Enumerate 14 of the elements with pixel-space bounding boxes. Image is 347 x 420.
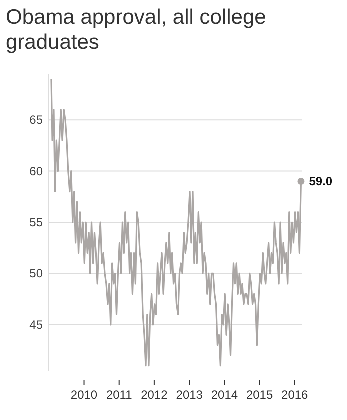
x-tick-label: 2010 — [70, 388, 98, 402]
x-tick-label: 2013 — [176, 388, 204, 402]
y-tick-label: 55 — [30, 216, 44, 230]
x-tick-label: 2012 — [141, 388, 168, 402]
y-tick-label: 60 — [30, 164, 44, 178]
x-tick-label: 2015 — [246, 388, 274, 402]
y-tick-label: 45 — [30, 318, 44, 332]
y-tick-label: 65 — [30, 113, 44, 128]
x-tick-label: 2014 — [211, 388, 238, 402]
chart-title: Obama approval, all college graduates — [6, 6, 266, 54]
y-tick-label: 50 — [30, 266, 44, 281]
x-tick-label: 2011 — [106, 388, 133, 402]
annotation: 59.0 — [309, 174, 333, 189]
x-tick-label: 2016 — [282, 388, 309, 402]
